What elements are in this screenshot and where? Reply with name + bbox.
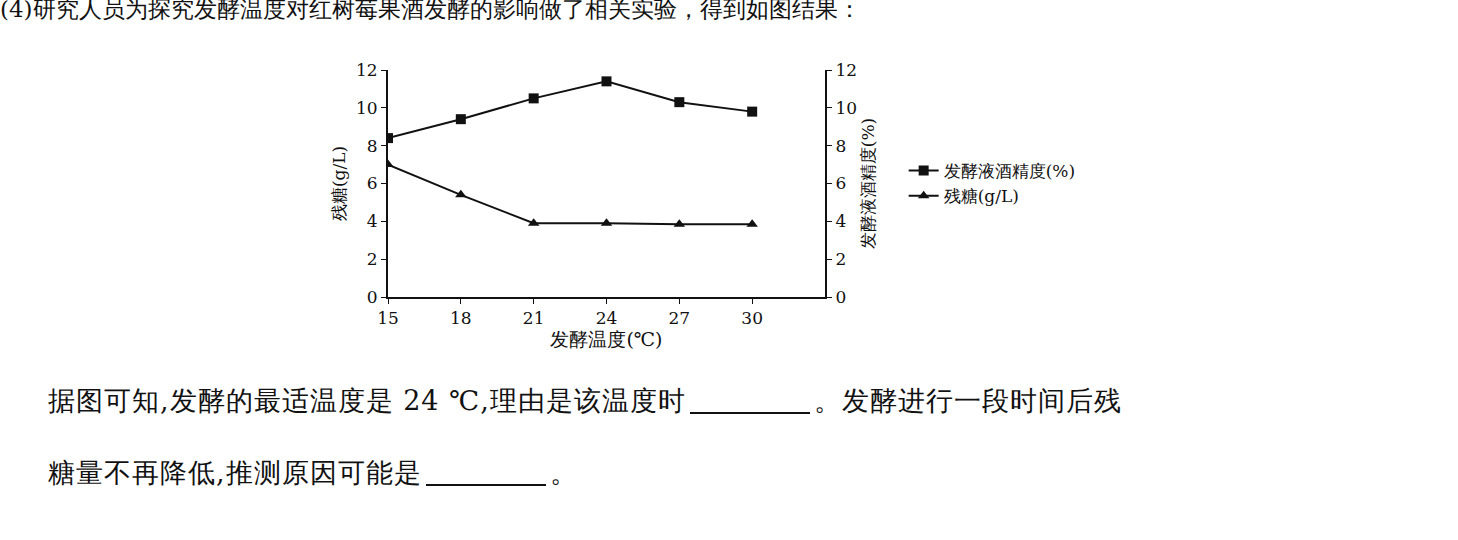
svg-text:2: 2 bbox=[367, 249, 378, 269]
svg-text:24: 24 bbox=[596, 308, 618, 328]
html-text:糖量不再降低,推测原因可能是: 糖量不再降低,推测原因可能是 bbox=[48, 457, 422, 488]
svg-text:残糖(g/L): 残糖(g/L) bbox=[944, 186, 1019, 206]
svg-text:2: 2 bbox=[835, 249, 846, 269]
svg-text:8: 8 bbox=[367, 136, 378, 156]
svg-text:发酵液酒精度(%): 发酵液酒精度(%) bbox=[944, 161, 1075, 181]
svg-text:21: 21 bbox=[523, 308, 545, 328]
svg-text:0: 0 bbox=[367, 287, 378, 307]
svg-text:6: 6 bbox=[835, 173, 846, 193]
svg-text:发酵温度(℃): 发酵温度(℃) bbox=[550, 328, 662, 350]
html-text:据图可知,发酵的最适温度是 24 ℃,理由是该温度时: 据图可知,发酵的最适温度是 24 ℃,理由是该温度时 bbox=[48, 385, 686, 416]
svg-text:10: 10 bbox=[356, 98, 378, 118]
svg-text:8: 8 bbox=[835, 136, 846, 156]
svg-text:发酵液酒精度(%): 发酵液酒精度(%) bbox=[858, 118, 878, 249]
svg-text:4: 4 bbox=[835, 211, 846, 231]
svg-text:18: 18 bbox=[450, 308, 472, 328]
svg-text:10: 10 bbox=[835, 98, 857, 118]
html-text:。发酵进行一段时间后残: 。发酵进行一段时间后残 bbox=[813, 385, 1122, 416]
svg-text:0: 0 bbox=[835, 287, 846, 307]
svg-text:4: 4 bbox=[367, 211, 378, 231]
svg-text:12: 12 bbox=[835, 60, 857, 80]
svg-text:30: 30 bbox=[741, 308, 763, 328]
svg-text:27: 27 bbox=[669, 308, 691, 328]
svg-text:6: 6 bbox=[367, 173, 378, 193]
svg-text:12: 12 bbox=[356, 60, 378, 80]
svg-text:15: 15 bbox=[377, 308, 399, 328]
svg-text:残糖(g/L): 残糖(g/L) bbox=[329, 146, 349, 221]
